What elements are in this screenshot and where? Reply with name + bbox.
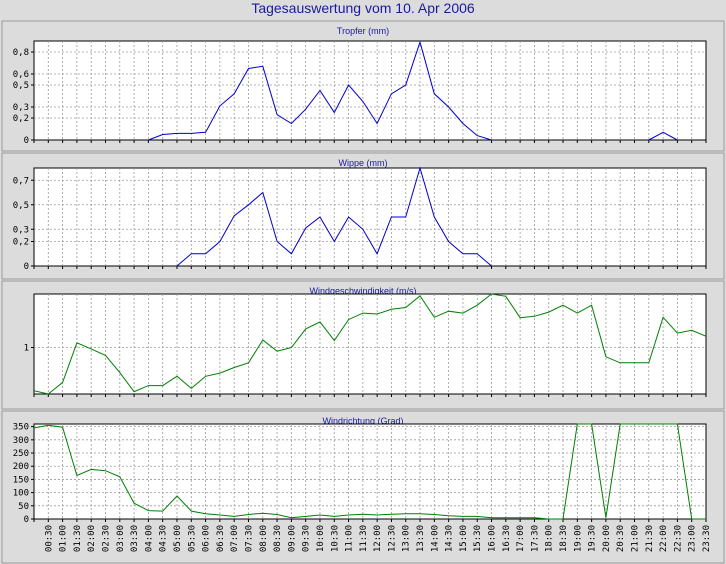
x-tick-label: 12:30 [387, 525, 397, 552]
x-tick-label: 18:00 [545, 525, 555, 552]
x-tick-label: 18:30 [559, 525, 569, 552]
x-tick-label: 08:00 [259, 525, 269, 552]
x-tick-label: 15:00 [459, 525, 469, 552]
x-tick-label: 23:00 [688, 525, 698, 552]
y-tick-label: 0,3 [13, 103, 29, 113]
y-tick-label: 1 [24, 343, 29, 353]
series-line [648, 131, 678, 141]
x-tick-label: 16:00 [488, 525, 498, 552]
x-tick-label: 21:30 [645, 525, 655, 552]
y-tick-label: 0,2 [13, 114, 29, 124]
y-tick-label: 0,5 [13, 201, 29, 211]
y-tick-label: 0,2 [13, 238, 29, 248]
x-tick-label: 23:30 [702, 525, 712, 552]
x-tick-label: 09:00 [287, 525, 297, 552]
x-tick-label: 06:30 [216, 525, 226, 552]
panel-title: Windrichtung (Grad) [322, 416, 403, 426]
series-line [34, 293, 706, 395]
x-tick-label: 19:30 [588, 525, 598, 552]
y-tick-label: 0 [24, 136, 29, 146]
x-tick-label: 08:30 [273, 525, 283, 552]
x-tick-label: 07:00 [230, 525, 240, 552]
panel-frame [1, 152, 725, 280]
x-tick-label: 16:30 [502, 525, 512, 552]
x-tick-label: 05:30 [187, 525, 197, 552]
panel-title: Tropfer (mm) [337, 26, 389, 36]
plot-area [33, 167, 707, 267]
x-tick-label: 04:00 [144, 525, 154, 552]
x-tick-label: 15:30 [473, 525, 483, 552]
plot-area [33, 423, 707, 520]
y-tick-label: 0,7 [13, 176, 29, 186]
panel-frame [1, 280, 725, 410]
x-tick-label: 12:00 [373, 525, 383, 552]
x-tick-label: 00:30 [44, 525, 54, 552]
panel-title: Wippe (mm) [339, 158, 388, 168]
y-tick-label: 0 [24, 262, 29, 272]
x-tick-label: 11:30 [359, 525, 369, 552]
x-tick-label: 17:30 [530, 525, 540, 552]
x-tick-label: 20:00 [602, 525, 612, 552]
x-tick-label: 22:30 [673, 525, 683, 552]
x-tick-label: 22:00 [659, 525, 669, 552]
x-tick-label: 03:30 [130, 525, 140, 552]
x-tick-label: 21:00 [631, 525, 641, 552]
y-tick-label: 350 [13, 423, 29, 433]
panel-frame [1, 410, 725, 564]
x-tick-label: 10:00 [316, 525, 326, 552]
x-tick-label: 07:30 [244, 525, 254, 552]
panel-2: Wippe (mm) 0 0,2 0,3 0,5 0,7 [1, 152, 725, 280]
y-tick-label: 0 [24, 515, 29, 525]
x-tick-label: 05:00 [173, 525, 183, 552]
x-tick-label: 13:00 [402, 525, 412, 552]
x-tick-label: 01:30 [73, 525, 83, 552]
panel-title: Windgeschwindigkeit (m/s) [309, 286, 416, 296]
series-line [34, 423, 706, 520]
y-tick-label: 200 [13, 462, 29, 472]
x-tick-label: 04:30 [159, 525, 169, 552]
x-tick-label: 02:00 [87, 525, 97, 552]
plot-area [33, 293, 707, 395]
x-tick-label: 06:00 [202, 525, 212, 552]
x-tick-label: 09:30 [302, 525, 312, 552]
series-line [176, 167, 492, 267]
x-tick-label: 11:00 [345, 525, 355, 552]
y-tick-label: 300 [13, 436, 29, 446]
panel-1: Tropfer (mm) 0 0,20,3 0,50,6 0,8 [1, 20, 725, 152]
y-tick-label: 150 [13, 475, 29, 485]
x-tick-label: 01:00 [59, 525, 69, 552]
x-tick-label: 14:00 [430, 525, 440, 552]
x-axis-labels: 00:30 01:00 01:30 02:00 02:30 03:00 03:30 04:00… [44, 525, 712, 552]
plot-area [33, 40, 707, 141]
x-tick-label: 14:30 [445, 525, 455, 552]
y-tick-label: 0,5 [13, 81, 29, 91]
x-tick-label: 10:30 [330, 525, 340, 552]
y-tick-label: 0,3 [13, 225, 29, 235]
y-tick-label: 0,6 [13, 70, 29, 80]
x-tick-label: 03:00 [116, 525, 126, 552]
x-tick-label: 13:30 [416, 525, 426, 552]
x-tick-label: 19:00 [573, 525, 583, 552]
panel-frame [1, 20, 725, 152]
panel-3: Windgeschwindigkeit (m/s) 1 [1, 280, 725, 410]
x-tick-label: 02:30 [101, 525, 111, 552]
y-tick-label: 50 [18, 502, 29, 512]
y-tick-label: 100 [13, 489, 29, 499]
x-tick-label: 20:30 [616, 525, 626, 552]
series-line [148, 40, 492, 141]
y-tick-label: 0,8 [13, 48, 29, 58]
x-tick-label: 17:00 [516, 525, 526, 552]
panel-4: Windrichtung (Grad) 0 50 100 150 200 250 300 350 [1, 410, 725, 564]
y-tick-label: 250 [13, 449, 29, 459]
page-title: Tagesauswertung vom 10. Apr 2006 [251, 0, 475, 16]
